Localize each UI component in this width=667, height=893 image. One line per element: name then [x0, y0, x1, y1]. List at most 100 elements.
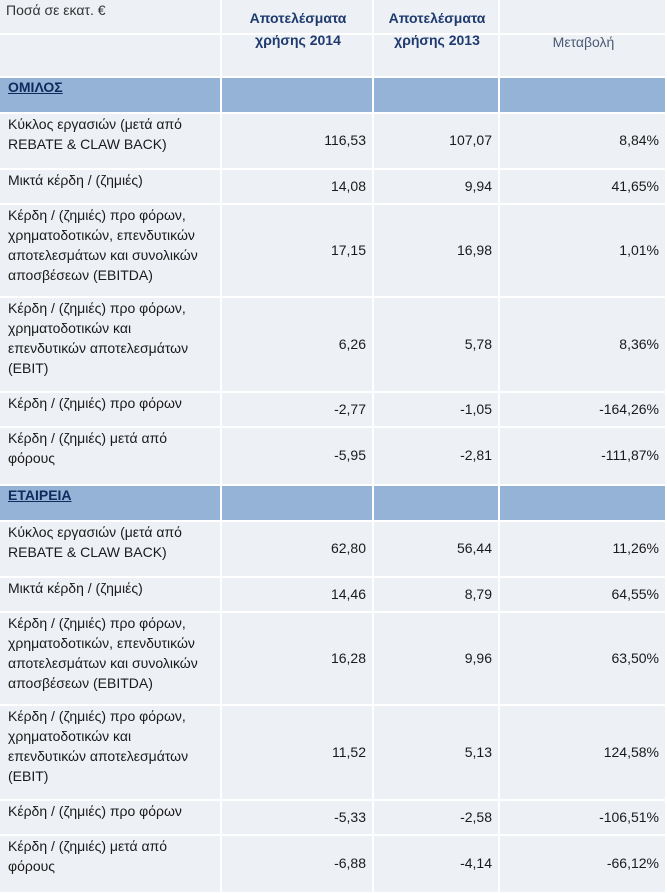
header-cell [222, 0, 374, 35]
section-cell [0, 486, 222, 522]
row-value: -2,77 [334, 400, 366, 417]
row-cell [222, 205, 374, 298]
row-cell [374, 706, 500, 801]
row-value: -6,88 [334, 855, 366, 871]
row-cell [222, 114, 374, 170]
row-label: χρηματοδοτικών, επενδυτικών [8, 635, 195, 651]
row-cell [0, 836, 222, 893]
header-cell [374, 35, 500, 78]
row-cell [0, 578, 222, 613]
row-cell [374, 613, 500, 706]
row-cell [0, 428, 222, 486]
column-header: χρήσης 2014 [255, 32, 341, 48]
row-value: 6,26 [338, 335, 366, 352]
header-cell [222, 35, 374, 78]
row-cell [0, 522, 222, 578]
row-value: 8,36% [619, 335, 659, 352]
row-value: -111,87% [601, 447, 659, 463]
row-cell [222, 393, 374, 428]
row-cell [222, 836, 374, 893]
row-cell [0, 801, 222, 836]
row-value: 107,07 [449, 132, 492, 148]
row-label: Κέρδη / (ζημιές) προ φόρων, [8, 300, 186, 316]
row-label: REBATE & CLAW BACK) [8, 136, 167, 152]
row-label: Κέρδη / (ζημιές) μετά από [8, 430, 168, 446]
section-title: ΕΤΑΙΡΕΙΑ [8, 487, 72, 503]
row-cell [500, 114, 667, 170]
row-cell [0, 205, 222, 298]
row-cell [0, 170, 222, 205]
row-value: 124,58% [603, 743, 659, 760]
row-cell [374, 114, 500, 170]
row-label: αποτελεσμάτων και συνολικών [8, 247, 198, 263]
row-cell [222, 428, 374, 486]
row-value: -5,95 [334, 447, 366, 463]
row-cell [500, 522, 667, 578]
row-value: 1,01% [619, 241, 659, 258]
row-label: χρηματοδοτικών, επενδυτικών [8, 227, 195, 243]
row-cell [500, 393, 667, 428]
row-value: 11,26% [612, 540, 659, 556]
row-label: Κέρδη / (ζημιές) προ φόρων, [8, 207, 186, 223]
row-label: (EBIT) [8, 768, 49, 784]
unit-label: Ποσά σε εκατ. € [6, 2, 106, 18]
row-label: Κέρδη / (ζημιές) προ φόρων [8, 803, 182, 819]
section-cell [222, 486, 374, 522]
row-cell [222, 298, 374, 393]
row-cell [500, 801, 667, 836]
row-value: 62,80 [330, 540, 366, 556]
section-cell [500, 78, 667, 114]
row-cell [0, 706, 222, 801]
row-label: Μικτά κέρδη / (ζημιές) [8, 580, 143, 596]
row-label: (EBIT) [8, 360, 49, 376]
section-cell [222, 78, 374, 114]
section-cell [500, 486, 667, 522]
row-value: -66,12% [606, 855, 659, 871]
row-cell [500, 578, 667, 613]
row-label: χρηματοδοτικών και [8, 320, 132, 336]
row-value: -164,26% [599, 400, 659, 417]
row-value: 11,52 [332, 743, 366, 760]
section-cell [374, 78, 500, 114]
row-label: αποτελεσμάτων και συνολικών [8, 655, 198, 671]
row-cell [500, 205, 667, 298]
row-label: φόρους [8, 450, 56, 466]
row-value: 17,15 [330, 241, 366, 258]
section-cell [374, 486, 500, 522]
row-value: -2,81 [460, 447, 492, 463]
row-value: 41,65% [611, 177, 659, 194]
row-value: -5,33 [334, 808, 366, 825]
row-cell [374, 205, 500, 298]
row-cell [0, 393, 222, 428]
header-cell [0, 35, 222, 78]
row-cell [0, 613, 222, 706]
row-value: 8,79 [464, 585, 492, 602]
row-value: 14,46 [330, 585, 366, 602]
row-cell [222, 578, 374, 613]
section-cell [0, 78, 222, 114]
row-cell [374, 428, 500, 486]
row-value: 8,84% [619, 132, 659, 148]
row-value: 16,98 [456, 241, 492, 258]
row-label: επενδυτικών αποτελεσμάτων [8, 748, 189, 764]
section-title: ΟΜΙΛΟΣ [8, 79, 63, 95]
row-cell [222, 613, 374, 706]
header-cell [0, 0, 222, 35]
row-cell [222, 170, 374, 205]
row-value: 5,13 [464, 743, 492, 760]
row-value: 16,28 [330, 649, 366, 666]
row-cell [0, 298, 222, 393]
row-value: 5,78 [464, 335, 492, 352]
row-label: χρηματοδοτικών και [8, 728, 132, 744]
row-cell [222, 706, 374, 801]
row-label: αποσβέσεων (EBITDA) [8, 267, 153, 283]
row-value: -2,58 [460, 808, 492, 825]
row-label: επενδυτικών αποτελεσμάτων [8, 340, 189, 356]
row-cell [374, 801, 500, 836]
row-value: 63,50% [611, 649, 659, 666]
row-cell [500, 298, 667, 393]
row-value: 14,08 [330, 177, 366, 194]
row-value: 9,94 [464, 177, 492, 194]
row-label: Κέρδη / (ζημιές) προ φόρων, [8, 615, 186, 631]
